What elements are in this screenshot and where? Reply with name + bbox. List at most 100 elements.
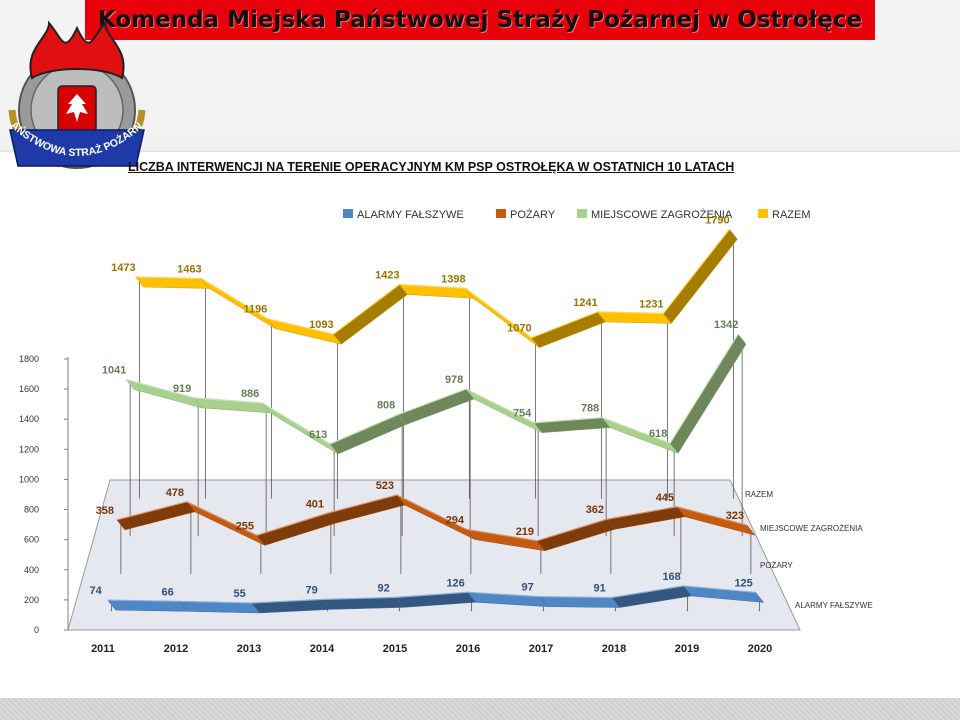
x-tick-label: 2011 xyxy=(91,643,115,655)
series-ribbon-edge xyxy=(466,528,537,542)
data-label: 255 xyxy=(236,520,254,532)
y-tick-label: 200 xyxy=(24,595,39,605)
series-ribbon-edge xyxy=(251,598,324,604)
data-label: 1423 xyxy=(375,270,399,282)
series-ribbon-edge xyxy=(267,318,334,335)
depth-axis-label: RAZEM xyxy=(745,490,773,499)
data-label: 1196 xyxy=(243,304,267,316)
x-tick-label: 2015 xyxy=(383,643,407,655)
legend-label: POŻARY xyxy=(510,208,556,221)
legend-label: MIEJSCOWE ZAGROŻENIA xyxy=(591,208,733,221)
data-label: 55 xyxy=(234,588,246,600)
data-label: 1093 xyxy=(309,319,333,331)
series-ribbon-edge xyxy=(669,333,739,444)
series-ribbon-segment xyxy=(397,388,475,425)
series-ribbon-edge xyxy=(261,402,331,445)
x-tick-label: 2017 xyxy=(529,643,553,655)
series-ribbon-edge xyxy=(395,591,468,598)
data-label: 886 xyxy=(241,388,259,400)
series-ribbon-edge xyxy=(186,501,258,536)
series-ribbon-edge xyxy=(333,284,400,335)
series-ribbon-edge xyxy=(256,512,328,536)
series-ribbon-edge xyxy=(329,414,399,445)
y-tick-label: 600 xyxy=(24,535,39,545)
data-label: 1790 xyxy=(705,214,729,226)
data-label: 91 xyxy=(594,583,606,595)
data-label: 97 xyxy=(522,582,534,594)
data-label: 362 xyxy=(586,504,604,516)
data-label: 126 xyxy=(446,577,464,589)
data-label: 618 xyxy=(649,428,667,440)
x-tick-label: 2012 xyxy=(164,643,188,655)
data-label: 92 xyxy=(378,582,390,594)
y-tick-label: 1000 xyxy=(19,474,39,484)
y-tick-label: 1400 xyxy=(19,414,39,424)
series-ribbon-edge xyxy=(326,494,398,514)
y-tick-label: 1200 xyxy=(19,444,39,454)
data-label: 168 xyxy=(662,571,680,583)
series-ribbon-edge xyxy=(201,277,268,320)
x-tick-label: 2016 xyxy=(456,643,480,655)
series-ribbon-edge xyxy=(676,506,748,526)
data-label: 219 xyxy=(516,526,534,538)
series-3: 1041 919 886 613 808 978 754 788 618 1342 xyxy=(102,319,747,537)
series-ribbon-edge xyxy=(539,596,612,599)
legend-swatch xyxy=(758,209,768,218)
data-label: 978 xyxy=(445,374,463,386)
depth-axis-label: POŻARY xyxy=(760,561,793,570)
depth-axis-label: MIEJSCOWE ZAGROŻENIA xyxy=(760,524,863,533)
series-ribbon-segment xyxy=(530,311,606,348)
data-label: 523 xyxy=(376,480,394,492)
data-label: 1241 xyxy=(573,297,597,309)
chart-title: LICZBA INTERWENCJI NA TERENIE OPERACYJNY… xyxy=(128,160,735,174)
series-ribbon-edge xyxy=(465,287,532,339)
series-ribbon-edge xyxy=(399,283,466,289)
data-label: 401 xyxy=(306,498,324,510)
series-ribbon-segment xyxy=(539,596,621,608)
y-tick-label: 1800 xyxy=(19,354,39,364)
series-ribbon-edge xyxy=(396,494,468,531)
series-ribbon-edge xyxy=(125,378,195,399)
data-label: 1473 xyxy=(111,262,135,274)
legend-swatch xyxy=(577,209,587,218)
series-ribbon-edge xyxy=(116,501,188,521)
series-ribbon-edge xyxy=(534,417,603,424)
series-ribbon-edge xyxy=(135,276,202,280)
data-label: 79 xyxy=(306,584,318,596)
data-label: 1398 xyxy=(441,273,465,285)
x-tick-label: 2013 xyxy=(237,643,261,655)
data-label: 1231 xyxy=(639,298,663,310)
legend-swatch xyxy=(343,209,353,218)
series-ribbon-edge xyxy=(465,388,535,424)
series-2: 358 478 255 401 523 294 219 362 445 323 xyxy=(96,480,756,574)
legend-label: RAZEM xyxy=(772,209,811,221)
data-label: 1041 xyxy=(102,365,126,377)
data-label: 754 xyxy=(513,408,532,420)
data-label: 125 xyxy=(734,577,752,589)
series-4: 1473 1463 1196 1093 1423 1398 1070 1241 1231 1790 xyxy=(111,214,738,499)
y-tick-label: 800 xyxy=(24,505,39,515)
bottom-strip xyxy=(0,698,960,720)
data-label: 74 xyxy=(90,585,103,597)
x-tick-label: 2018 xyxy=(602,643,626,655)
series-ribbon-edge xyxy=(194,397,263,404)
series-ribbon-edge xyxy=(597,311,664,315)
header-title: Komenda Miejska Państwowej Straży Pożarn… xyxy=(97,7,863,33)
series-ribbon-edge xyxy=(683,585,756,594)
series-1: 74 66 55 79 92 126 97 91 168 125 xyxy=(90,571,765,614)
series-ribbon-segment xyxy=(333,284,408,345)
series-ribbon-segment xyxy=(329,414,407,455)
depth-axis-label: ALARMY FAŁSZYWE xyxy=(795,601,873,610)
x-tick-label: 2019 xyxy=(675,643,699,655)
header-bar: Komenda Miejska Państwowej Straży Pożarn… xyxy=(85,0,875,40)
series-ribbon-segment xyxy=(669,333,747,454)
data-label: 323 xyxy=(726,510,744,522)
data-label: 1342 xyxy=(714,319,738,331)
data-label: 613 xyxy=(309,429,327,441)
series-ribbon-edge xyxy=(107,599,180,602)
data-label: 919 xyxy=(173,383,191,395)
y-tick-label: 0 xyxy=(34,625,39,635)
data-label: 445 xyxy=(656,492,674,504)
series-ribbon-edge xyxy=(606,506,677,520)
